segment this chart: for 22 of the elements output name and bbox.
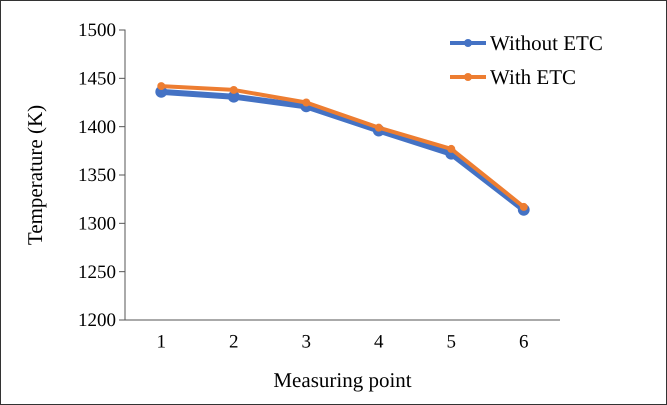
x-tick-label: 4 — [374, 331, 384, 352]
x-tick-label: 3 — [302, 331, 311, 352]
point — [230, 86, 238, 94]
point — [447, 144, 456, 153]
point — [374, 124, 383, 132]
y-axis-title: Temperature (K) — [23, 104, 47, 246]
x-axis-title: Measuring point — [273, 368, 412, 392]
y-tick-label: 1500 — [78, 20, 116, 42]
y-tick-label: 1200 — [78, 310, 116, 332]
y-tick-label: 1350 — [78, 165, 116, 186]
y-tick-label: 1450 — [78, 68, 116, 90]
x-tick-label: 1 — [156, 331, 166, 352]
y-tick-label: 1400 — [78, 116, 116, 138]
x-tick-label: 2 — [229, 331, 238, 352]
legend-label: With ETC — [490, 65, 576, 89]
x-tick-label: 5 — [446, 331, 456, 352]
point — [302, 98, 310, 106]
y-tick-label: 1300 — [78, 213, 116, 234]
x-tick-label: 6 — [519, 331, 528, 352]
point — [157, 82, 166, 90]
y-tick-label: 1250 — [78, 262, 116, 283]
legend-label: Without ETC — [490, 31, 603, 55]
